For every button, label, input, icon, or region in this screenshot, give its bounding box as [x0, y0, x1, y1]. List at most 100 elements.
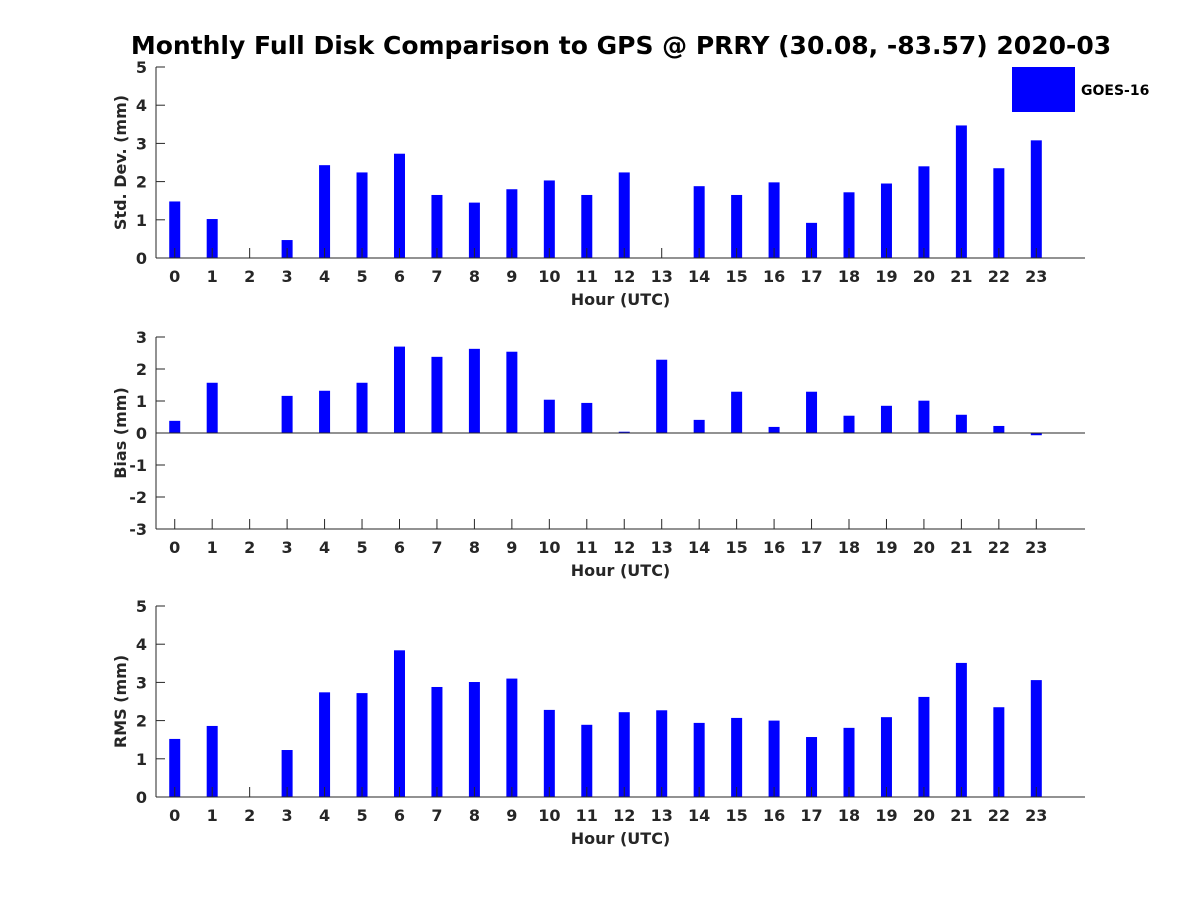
- y-tick-label-rms: 4: [136, 635, 147, 654]
- y-tick-label-bias: 3: [136, 328, 147, 347]
- bar-bias-hour-14: [693, 419, 705, 433]
- x-tick-label-std: 10: [538, 267, 560, 286]
- bar-rms-hour-16: [768, 720, 780, 797]
- y-tick-label-bias: -3: [129, 520, 147, 539]
- x-tick-label-std: 1: [207, 267, 218, 286]
- x-tick-label-bias: 21: [950, 538, 972, 557]
- y-tick-label-rms: 5: [136, 597, 147, 616]
- bar-rms-hour-14: [693, 722, 705, 797]
- bar-std-hour-18: [843, 192, 855, 258]
- bar-bias-hour-13: [656, 359, 668, 433]
- bar-std-hour-12: [618, 172, 630, 258]
- x-tick-label-bias: 13: [651, 538, 673, 557]
- x-tick-label-std: 16: [763, 267, 785, 286]
- x-tick-label-std: 20: [913, 267, 935, 286]
- bar-bias-hour-4: [319, 390, 331, 433]
- x-tick-label-bias: 1: [207, 538, 218, 557]
- bar-std-hour-9: [506, 189, 518, 258]
- y-tick-label-bias: -1: [129, 456, 147, 475]
- y-tick-label-std: 4: [136, 96, 147, 115]
- x-tick-label-rms: 15: [725, 806, 747, 825]
- bar-rms-hour-12: [618, 712, 630, 797]
- bar-bias-hour-18: [843, 415, 855, 433]
- bar-rms-hour-10: [543, 709, 555, 797]
- bar-std-hour-6: [393, 153, 405, 258]
- x-tick-label-rms: 21: [950, 806, 972, 825]
- x-tick-label-bias: 16: [763, 538, 785, 557]
- x-tick-label-std: 21: [950, 267, 972, 286]
- bar-bias-hour-20: [918, 400, 930, 433]
- x-tick-label-rms: 0: [169, 806, 180, 825]
- legend-swatch-goes-16: [1012, 67, 1075, 112]
- bar-std-hour-10: [543, 180, 555, 258]
- y-tick-label-bias: 0: [136, 424, 147, 443]
- bar-bias-hour-22: [993, 425, 1005, 433]
- x-tick-label-rms: 6: [394, 806, 405, 825]
- y-tick-label-bias: 1: [136, 392, 147, 411]
- x-tick-label-rms: 20: [913, 806, 935, 825]
- bar-bias-hour-10: [543, 399, 555, 433]
- bar-rms-hour-3: [281, 750, 293, 797]
- x-tick-label-std: 9: [506, 267, 517, 286]
- x-tick-label-rms: 7: [431, 806, 442, 825]
- bar-bias-hour-0: [169, 420, 181, 433]
- bar-bias-hour-8: [468, 348, 480, 433]
- y-tick-label-bias: -2: [129, 488, 147, 507]
- bar-rms-hour-7: [431, 686, 443, 797]
- x-tick-label-std: 4: [319, 267, 330, 286]
- bar-rms-hour-19: [880, 717, 892, 797]
- x-tick-label-bias: 9: [506, 538, 517, 557]
- x-tick-label-bias: 3: [282, 538, 293, 557]
- bar-rms-hour-0: [169, 738, 181, 797]
- x-tick-label-std: 3: [282, 267, 293, 286]
- bar-std-hour-4: [319, 165, 331, 258]
- chart-title: Monthly Full Disk Comparison to GPS @ PR…: [131, 31, 1111, 60]
- x-tick-label-bias: 6: [394, 538, 405, 557]
- bar-bias-hour-15: [731, 391, 743, 433]
- x-tick-label-rms: 5: [356, 806, 367, 825]
- bar-rms-hour-5: [356, 693, 368, 797]
- x-tick-label-rms: 22: [988, 806, 1010, 825]
- x-tick-label-rms: 13: [651, 806, 673, 825]
- bar-rms-hour-21: [955, 662, 967, 797]
- x-tick-label-rms: 9: [506, 806, 517, 825]
- x-tick-label-rms: 23: [1025, 806, 1047, 825]
- x-tick-label-std: 22: [988, 267, 1010, 286]
- bar-rms-hour-11: [581, 724, 593, 797]
- x-tick-label-bias: 11: [576, 538, 598, 557]
- bar-bias-hour-5: [356, 382, 368, 433]
- x-tick-label-rms: 1: [207, 806, 218, 825]
- bar-bias-hour-16: [768, 426, 780, 433]
- x-tick-label-rms: 17: [800, 806, 822, 825]
- bar-std-hour-11: [581, 194, 593, 258]
- x-tick-label-std: 6: [394, 267, 405, 286]
- x-tick-label-rms: 14: [688, 806, 710, 825]
- y-tick-label-std: 3: [136, 134, 147, 153]
- x-tick-label-std: 12: [613, 267, 635, 286]
- x-tick-label-rms: 11: [576, 806, 598, 825]
- bar-rms-hour-9: [506, 678, 518, 797]
- x-tick-label-bias: 23: [1025, 538, 1047, 557]
- x-tick-label-bias: 2: [244, 538, 255, 557]
- x-tick-label-std: 18: [838, 267, 860, 286]
- bar-bias-hour-6: [393, 346, 405, 433]
- bar-rms-hour-18: [843, 727, 855, 797]
- bar-std-hour-23: [1030, 140, 1042, 258]
- x-tick-label-rms: 12: [613, 806, 635, 825]
- x-tick-label-std: 11: [576, 267, 598, 286]
- x-tick-label-std: 8: [469, 267, 480, 286]
- x-tick-label-rms: 3: [282, 806, 293, 825]
- x-tick-label-bias: 19: [875, 538, 897, 557]
- y-axis-label-std: Std. Dev. (mm): [111, 95, 130, 230]
- bar-std-hour-17: [806, 222, 818, 258]
- bar-bias-hour-1: [206, 382, 218, 433]
- bar-rms-hour-23: [1030, 680, 1042, 797]
- x-tick-label-bias: 4: [319, 538, 330, 557]
- x-axis-label-bias: Hour (UTC): [571, 561, 671, 580]
- y-tick-label-std: 0: [136, 249, 147, 268]
